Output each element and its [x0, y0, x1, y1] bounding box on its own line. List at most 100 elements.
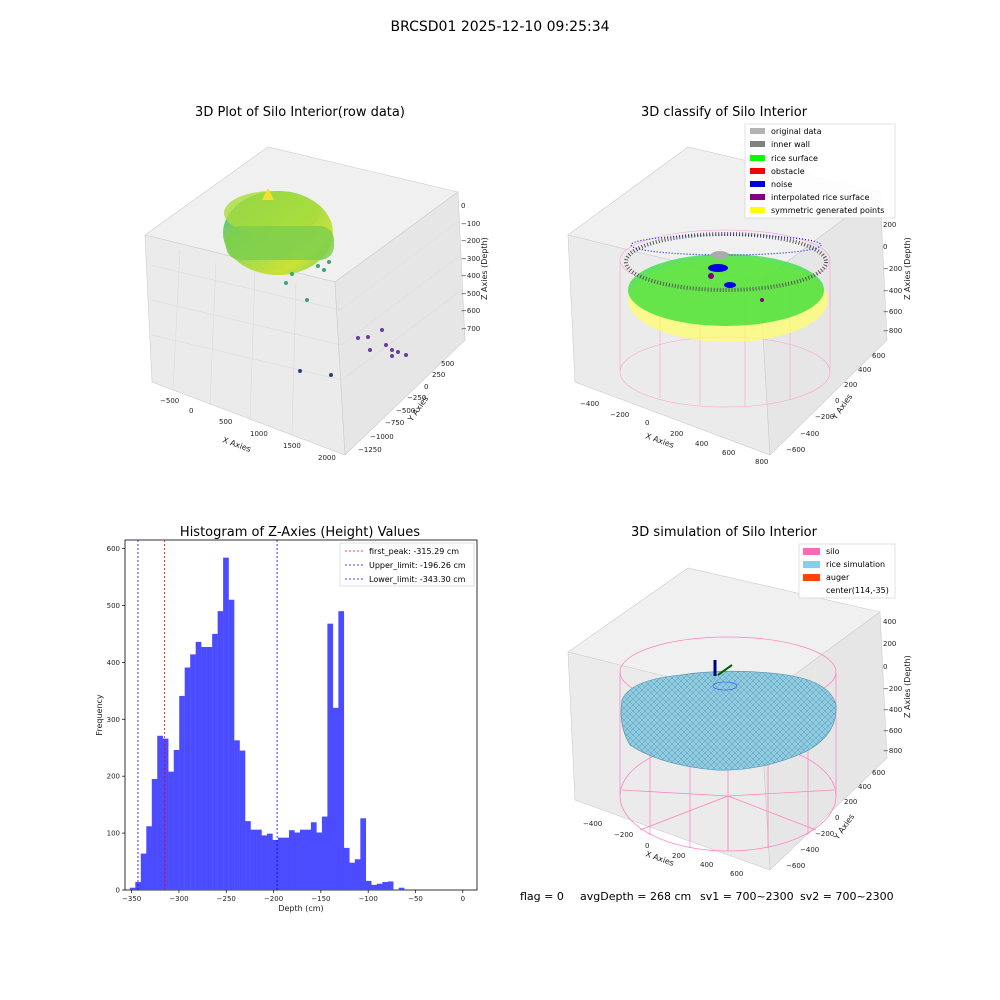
svg-text:silo: silo: [826, 547, 840, 556]
svg-text:2000: 2000: [318, 454, 336, 462]
svg-text:200: 200: [844, 381, 857, 389]
svg-text:rice simulation: rice simulation: [826, 560, 885, 569]
svg-text:−250: −250: [407, 394, 426, 402]
classify-y-ticks: −600 −400 −200 0 200 400 600: [786, 352, 885, 454]
status-avg-depth: avgDepth = 268 cm: [580, 890, 691, 903]
histogram-bar: [288, 830, 295, 890]
svg-text:0: 0: [883, 663, 887, 671]
legend-swatch-auger: [803, 574, 820, 581]
histogram-bar: [179, 695, 185, 890]
svg-text:−1000: −1000: [370, 433, 394, 441]
histogram-bar: [190, 654, 196, 890]
svg-text:400: 400: [695, 440, 708, 448]
histogram-bar: [305, 829, 312, 890]
svg-text:0: 0: [835, 397, 839, 405]
svg-text:auger: auger: [826, 573, 850, 582]
histogram-bar: [294, 832, 301, 890]
simulation-x-ticks: −400 −200 0 200 400 600: [583, 820, 743, 878]
svg-text:−600: −600: [461, 307, 480, 315]
panel-histogram: Histogram of Z-Axies (Height) Values −35…: [95, 525, 478, 913]
histogram-y-tick-label: 200: [107, 773, 120, 781]
svg-text:0: 0: [189, 407, 193, 415]
svg-text:−800: −800: [883, 327, 902, 335]
legend-swatch-symmetric: [750, 207, 765, 213]
histogram-x-tick-label: −150: [311, 895, 330, 903]
legend-swatch-interpolated: [750, 194, 765, 200]
svg-text:−200: −200: [614, 831, 633, 839]
histogram-y-tick-label: 0: [116, 887, 120, 895]
histogram-x-ticks: −350 −300 −250 −200 −150 −100 −50 0: [122, 890, 465, 903]
svg-text:−500: −500: [461, 290, 480, 298]
svg-text:200: 200: [844, 798, 857, 806]
svg-text:−400: −400: [583, 820, 602, 828]
svg-text:−400: −400: [883, 706, 902, 714]
histogram-bar: [349, 862, 356, 890]
svg-text:−200: −200: [883, 685, 902, 693]
status-sv2: sv2 = 700~2300: [800, 890, 894, 903]
svg-text:−100: −100: [461, 220, 480, 228]
svg-text:−200: −200: [610, 411, 629, 419]
histogram-bar: [201, 646, 207, 890]
legend-lower-limit: Lower_limit: -343.30 cm: [369, 575, 466, 584]
svg-text:250: 250: [432, 371, 445, 379]
histogram-title: Histogram of Z-Axies (Height) Values: [180, 525, 420, 540]
histogram-bar: [371, 884, 377, 890]
histogram-x-tick-label: 0: [461, 895, 465, 903]
histogram-bar: [184, 667, 191, 890]
svg-text:−400: −400: [800, 430, 819, 438]
svg-text:−400: −400: [461, 272, 480, 280]
legend-first-peak: first_peak: -315.29 cm: [369, 547, 459, 556]
histogram-bar: [382, 882, 388, 890]
histogram-bar: [250, 829, 257, 890]
histogram-y-tick-label: 400: [107, 659, 120, 667]
simulation-title: 3D simulation of Silo Interior: [631, 525, 818, 540]
svg-text:−200: −200: [815, 830, 834, 838]
histogram-bar: [310, 822, 317, 890]
classify-z-ticks: 200 0 −200 −400 −600 −800: [883, 221, 902, 335]
legend-swatch-rice: [750, 155, 765, 161]
histogram-y-tick-label: 100: [107, 830, 120, 838]
svg-text:400: 400: [858, 366, 871, 374]
histogram-x-tick-label: −250: [217, 895, 236, 903]
histogram-bar: [278, 837, 284, 890]
svg-text:0: 0: [883, 243, 887, 251]
legend-swatch-silo: [803, 548, 820, 555]
histogram-bar: [217, 611, 224, 890]
svg-text:−600: −600: [786, 446, 805, 454]
histogram-xlabel: Depth (cm): [278, 904, 323, 913]
classify-ylabel: Y Axies: [830, 392, 855, 422]
svg-text:0: 0: [835, 814, 839, 822]
histogram-x-tick-label: −200: [264, 895, 283, 903]
histogram-bar: [135, 882, 142, 890]
status-flag: flag = 0: [520, 890, 564, 903]
histogram-ylabel: Frequency: [95, 694, 104, 736]
classify-zlabel: Z Axies (Depth): [903, 237, 912, 300]
raw-z-ticks: 0 −100 −200 −300 −400 −500 −600 −700: [461, 202, 480, 333]
histogram-bar: [365, 880, 372, 890]
svg-text:1500: 1500: [283, 442, 301, 450]
histogram-bars: [129, 557, 405, 890]
svg-text:−200: −200: [883, 265, 902, 273]
svg-text:0: 0: [645, 419, 649, 427]
legend-center: center(114,-35): [826, 586, 889, 595]
svg-text:−500: −500: [396, 407, 415, 415]
svg-text:0: 0: [424, 383, 428, 391]
svg-text:−800: −800: [883, 747, 902, 755]
histogram-bar: [223, 557, 229, 890]
panel-simulation-3d: 3D simulation of Silo Interior: [567, 525, 912, 878]
classify-legend: original data inner wall rice surface ob…: [744, 123, 896, 219]
raw-title: 3D Plot of Silo Interior(row data): [195, 105, 405, 120]
histogram-y-tick-label: 300: [107, 716, 120, 724]
svg-text:−400: −400: [883, 287, 902, 295]
svg-text:interpolated rice surface: interpolated rice surface: [771, 193, 869, 202]
svg-text:obstacle: obstacle: [771, 167, 805, 176]
histogram-y-tick-label: 600: [107, 545, 120, 553]
histogram-bar: [376, 883, 383, 890]
histogram-bar: [387, 881, 394, 890]
panel-raw-3d: 3D Plot of Silo Interior(row data): [144, 105, 489, 462]
histogram-bar: [234, 740, 240, 890]
simulation-auger: [712, 660, 738, 691]
svg-text:600: 600: [730, 870, 743, 878]
svg-text:−600: −600: [786, 862, 805, 870]
